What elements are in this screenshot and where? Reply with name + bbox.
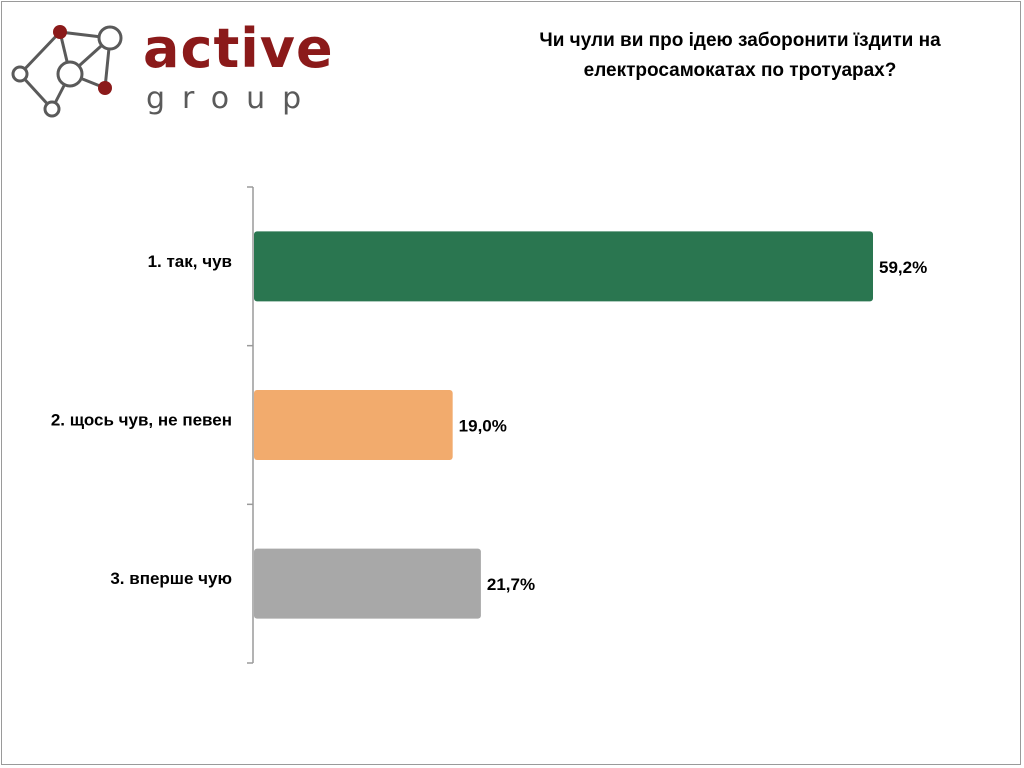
chart-title: Чи чули ви про ідею заборонити їздити на…: [470, 26, 1010, 86]
category-label: 1. так, чув: [148, 252, 232, 271]
data-label: 21,7%: [487, 575, 535, 594]
category-label: 2. щось чув, не певен: [51, 411, 232, 430]
chart-title-line-1: Чи чули ви про ідею заборонити їздити на: [539, 30, 941, 51]
molecule-network-icon: [11, 25, 123, 118]
logo-subtitle: group: [146, 81, 319, 116]
category-label: 3. вперше чую: [110, 569, 232, 588]
bar: [254, 390, 453, 460]
data-label: 19,0%: [459, 417, 507, 436]
bar: [254, 548, 481, 619]
logo-wordmark: active: [143, 17, 334, 80]
active-group-logo: active group: [10, 14, 340, 124]
chart-title-line-2: електросамокатах по тротуарах?: [583, 60, 897, 81]
bar: [254, 231, 873, 302]
data-label: 59,2%: [879, 258, 927, 277]
